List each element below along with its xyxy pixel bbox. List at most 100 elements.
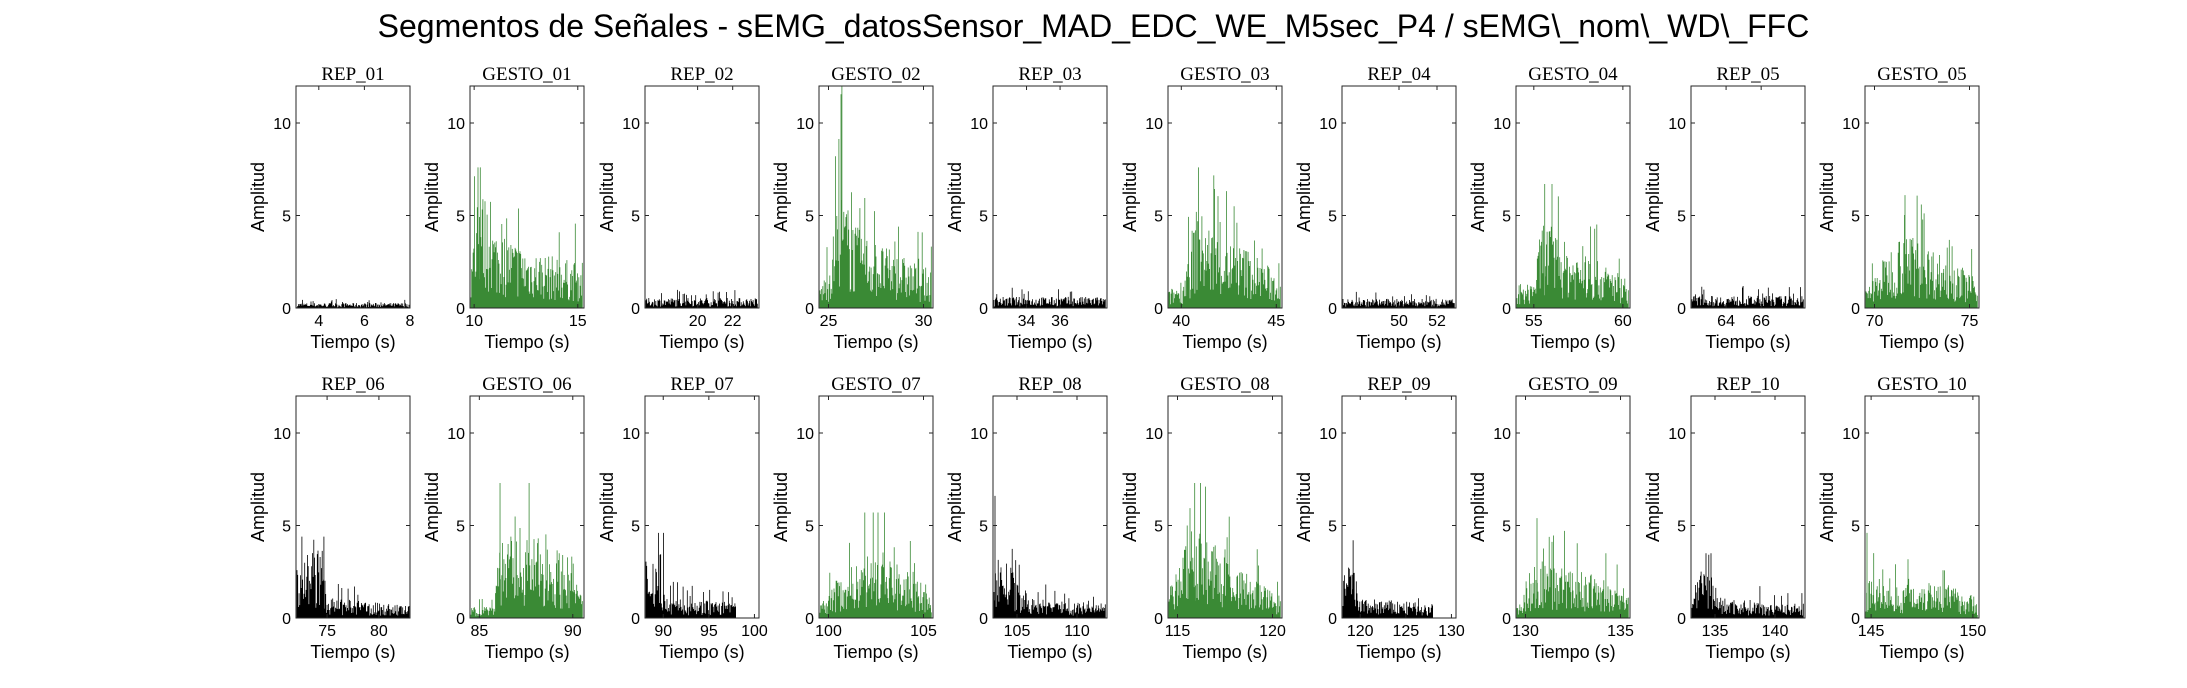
y-tick-label: 5 [1677, 209, 1686, 226]
y-tick-label: 5 [631, 519, 640, 536]
x-tick-label: 30 [915, 313, 933, 330]
subplot-title: REP_01 [321, 64, 384, 85]
x-axis-label: Tiempo (s) [310, 332, 395, 352]
signal-trace [1516, 518, 1629, 618]
x-tick-label: 75 [318, 623, 336, 640]
x-axis-label: Tiempo (s) [1705, 642, 1790, 662]
y-tick-label: 5 [1154, 209, 1163, 226]
x-axis-label: Tiempo (s) [1356, 332, 1441, 352]
y-tick-label: 5 [456, 209, 465, 226]
axes-box [1690, 395, 1806, 619]
subplot-title: REP_02 [670, 64, 733, 85]
y-axis-label: Amplitud [248, 472, 268, 542]
y-tick-label: 0 [1502, 611, 1511, 628]
y-tick-label: 10 [1493, 426, 1511, 443]
y-tick-label: 0 [979, 301, 988, 318]
subplot-title: GESTO_02 [831, 64, 920, 85]
x-tick-label: 100 [815, 623, 842, 640]
x-axis-label: Tiempo (s) [484, 642, 569, 662]
subplot-title: REP_07 [670, 374, 733, 395]
y-tick-label: 10 [970, 116, 988, 133]
y-tick-label: 5 [1328, 209, 1337, 226]
y-tick-label: 5 [282, 209, 291, 226]
y-tick-label: 10 [1319, 426, 1337, 443]
y-tick-label: 10 [1493, 116, 1511, 133]
axes-box [1167, 395, 1283, 619]
y-axis-label: Amplitud [945, 162, 965, 232]
x-tick-label: 150 [1960, 623, 1987, 640]
subplot-title: REP_03 [1018, 64, 1081, 85]
x-axis-label: Tiempo (s) [484, 332, 569, 352]
subplot-title: REP_09 [1367, 374, 1430, 395]
axes-box [295, 85, 411, 309]
x-tick-label: 140 [1762, 623, 1789, 640]
y-axis-label: Amplitud [248, 162, 268, 232]
subplot-rep-03: 0 5 10 34 36 REP_03 Tiempo (s) Amplitud [945, 64, 1108, 352]
signal-trace [296, 299, 410, 308]
y-tick-label: 10 [796, 116, 814, 133]
subplot-title: GESTO_09 [1528, 374, 1617, 395]
x-tick-label: 135 [1607, 623, 1634, 640]
x-tick-label: 66 [1752, 313, 1770, 330]
subplot-title: REP_10 [1716, 374, 1779, 395]
figure-title: Segmentos de Señales - sEMG_datosSensor_… [377, 8, 1810, 44]
axes-box [469, 85, 585, 309]
subplot-gesto-01: 0 5 10 10 15 GESTO_01 Tiempo (s) Amplitud [422, 64, 587, 352]
signal-trace [1691, 285, 1804, 308]
x-tick-label: 25 [820, 313, 838, 330]
signal-trace [1691, 553, 1804, 618]
y-axis-label: Amplitud [1120, 472, 1140, 542]
x-tick-label: 75 [1961, 313, 1979, 330]
y-tick-label: 10 [273, 116, 291, 133]
y-tick-label: 10 [796, 426, 814, 443]
y-tick-label: 0 [1328, 611, 1337, 628]
y-axis-label: Amplitud [771, 162, 791, 232]
y-tick-label: 0 [631, 301, 640, 318]
x-axis-label: Tiempo (s) [833, 332, 918, 352]
x-axis-label: Tiempo (s) [1530, 642, 1615, 662]
x-tick-label: 40 [1172, 313, 1190, 330]
subplot-title: REP_06 [321, 374, 384, 395]
y-tick-label: 5 [1502, 519, 1511, 536]
y-axis-label: Amplitud [945, 472, 965, 542]
x-axis-label: Tiempo (s) [659, 332, 744, 352]
y-tick-label: 5 [456, 519, 465, 536]
x-tick-label: 130 [1512, 623, 1539, 640]
signal-trace [645, 289, 758, 308]
x-axis-label: Tiempo (s) [659, 642, 744, 662]
subplot-title: GESTO_06 [482, 374, 571, 395]
subplot-rep-02: 0 5 10 20 22 REP_02 Tiempo (s) Amplitud [597, 64, 760, 352]
x-tick-label: 90 [564, 623, 582, 640]
y-tick-label: 10 [1145, 116, 1163, 133]
axes-box [818, 395, 934, 619]
axes-box [1864, 85, 1980, 309]
x-axis-label: Tiempo (s) [1007, 642, 1092, 662]
y-tick-label: 10 [447, 116, 465, 133]
axes-box [644, 85, 760, 309]
subplot-rep-09: 0 5 10 120 125 130 REP_09 Tiempo (s) Amplitud [1294, 374, 1465, 662]
y-tick-label: 10 [970, 426, 988, 443]
subplot-title: GESTO_10 [1877, 374, 1966, 395]
y-tick-label: 5 [1328, 519, 1337, 536]
signal-trace [819, 512, 932, 618]
axes-box [818, 85, 934, 309]
y-tick-label: 5 [1677, 519, 1686, 536]
x-axis-label: Tiempo (s) [310, 642, 395, 662]
subplot-gesto-04: 0 5 10 55 60 GESTO_04 Tiempo (s) Amplitud [1468, 64, 1632, 352]
axes-box [1341, 85, 1457, 309]
subplot-gesto-08: 0 5 10 115 120 GESTO_08 Tiempo (s) Amplitud [1120, 374, 1286, 662]
axes-box [1864, 395, 1980, 619]
x-axis-label: Tiempo (s) [1182, 642, 1267, 662]
x-tick-label: 130 [1438, 623, 1465, 640]
x-tick-label: 85 [470, 623, 488, 640]
x-axis-label: Tiempo (s) [1879, 642, 1964, 662]
axes-box [469, 395, 585, 619]
x-tick-label: 145 [1858, 623, 1885, 640]
subplot-gesto-06: 0 5 10 85 90 GESTO_06 Tiempo (s) Amplitud [422, 374, 585, 662]
signal-trace [1865, 195, 1978, 308]
y-axis-label: Amplitud [597, 162, 617, 232]
x-tick-label: 34 [1018, 313, 1036, 330]
y-axis-label: Amplitud [1294, 472, 1314, 542]
subplot-gesto-07: 0 5 10 100 105 GESTO_07 Tiempo (s) Amplitud [771, 374, 937, 662]
axes-box [644, 395, 760, 619]
